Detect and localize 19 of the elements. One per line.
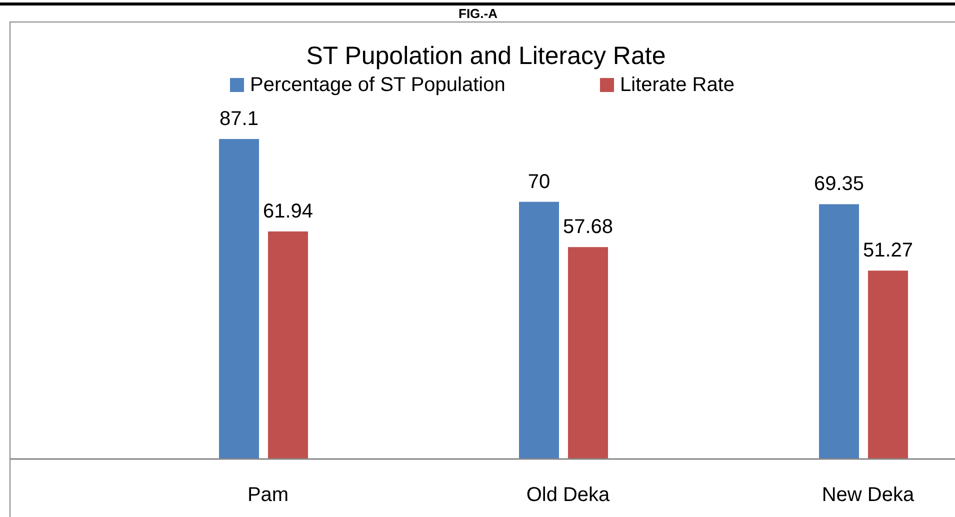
x-tick-label: New Deka [822, 484, 915, 506]
data-label: 70 [528, 170, 550, 193]
bar [219, 139, 259, 459]
bar [519, 202, 559, 459]
data-label: 61.94 [262, 200, 314, 222]
data-label: 57.68 [562, 216, 614, 238]
bar [268, 231, 308, 459]
legend-label: Percentage of ST Population [250, 74, 506, 96]
data-label: 51.27 [862, 240, 914, 262]
bar [868, 270, 908, 459]
data-label: 69.35 [814, 173, 864, 196]
x-tick-label: Old Deka [526, 484, 611, 506]
chart-title: ST Pupolation and Literacy Rate [306, 42, 666, 70]
legend-label: Literate Rate [620, 74, 735, 96]
x-tick-label: Pam [247, 484, 289, 506]
bar [819, 204, 859, 459]
chart-subtitle: FIG.-A [458, 6, 498, 21]
data-label: 87.1 [220, 108, 258, 130]
bar [568, 247, 608, 459]
